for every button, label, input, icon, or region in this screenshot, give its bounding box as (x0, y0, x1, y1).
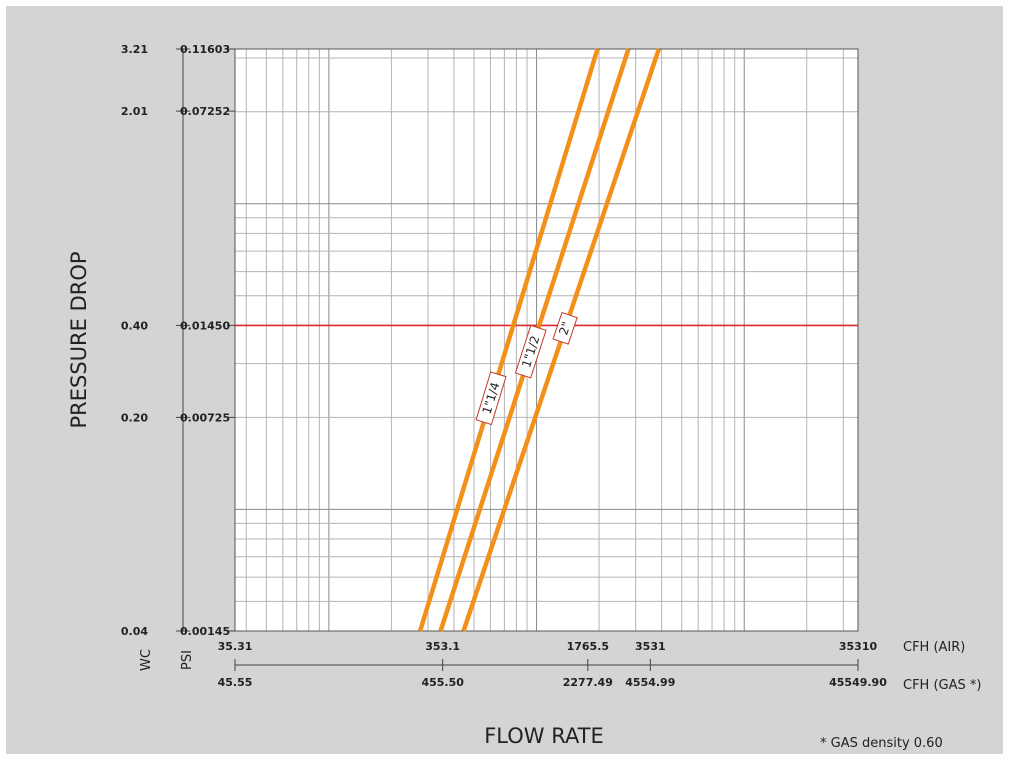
series-label-group: 2" (552, 311, 578, 345)
x-axis-unit-air: CFH (AIR) (903, 640, 965, 655)
y-tick-label-wc: 2.01 (121, 105, 148, 118)
y-axis-unit-psi: PSI (180, 650, 195, 670)
x-tick-label-gas: 455.50 (421, 676, 464, 689)
y-tick-label-wc: 3.21 (121, 43, 148, 56)
y-axis-title: PRESSURE DROP (67, 251, 91, 428)
series-label: 2" (556, 320, 573, 337)
series-group: 1"1/41"1/2 2" (417, 48, 661, 632)
y-tick-label-psi: 0.07252 (180, 105, 230, 118)
plot-border (234, 48, 859, 632)
y-tick-label-wc: 0.20 (121, 411, 148, 424)
x-tick-label-gas: 45549.90 (829, 676, 887, 689)
x-tick-label-air: 1765.5 (567, 640, 609, 653)
x-axis-unit-gas: CFH (GAS *) (903, 678, 981, 693)
y-tick-label-wc: 0.40 (121, 319, 148, 332)
x-tick-label-gas: 45.55 (218, 676, 253, 689)
plot-area (235, 49, 858, 631)
series-line (417, 48, 600, 632)
y-tick-label-wc: 0.04 (121, 625, 148, 638)
x-tick-label-air: 353.1 (425, 640, 460, 653)
y-tick-label-psi: 0.11603 (180, 43, 230, 56)
x-tick-label-air: 3531 (635, 640, 666, 653)
x-tick-label-gas: 4554.99 (625, 676, 675, 689)
series-label-box (514, 324, 547, 379)
y-axis-unit-wc: WC (139, 649, 154, 671)
axes: 0.04 0.00145 0.20 0.00725 0.40 0.01450 2.01 0.0… (121, 43, 887, 689)
gas-density-note: * GAS density 0.60 (820, 736, 943, 751)
x-tick-label-air: 35310 (839, 640, 878, 653)
y-tick-label-psi: 0.00725 (180, 411, 230, 424)
x-axis-title: FLOW RATE (484, 724, 604, 748)
y-tick-label-psi: 0.01450 (180, 319, 230, 332)
series-label-box (552, 311, 578, 345)
y-tick-label-psi: 0.00145 (180, 625, 230, 638)
grid (234, 48, 859, 632)
x-tick-label-air: 35.31 (218, 640, 253, 653)
series-label-group: 1"1/4 (475, 371, 507, 426)
x-tick-label-gas: 2277.49 (563, 676, 613, 689)
series-label-group: 1"1/2 (514, 324, 547, 379)
series-label-box (475, 371, 507, 426)
